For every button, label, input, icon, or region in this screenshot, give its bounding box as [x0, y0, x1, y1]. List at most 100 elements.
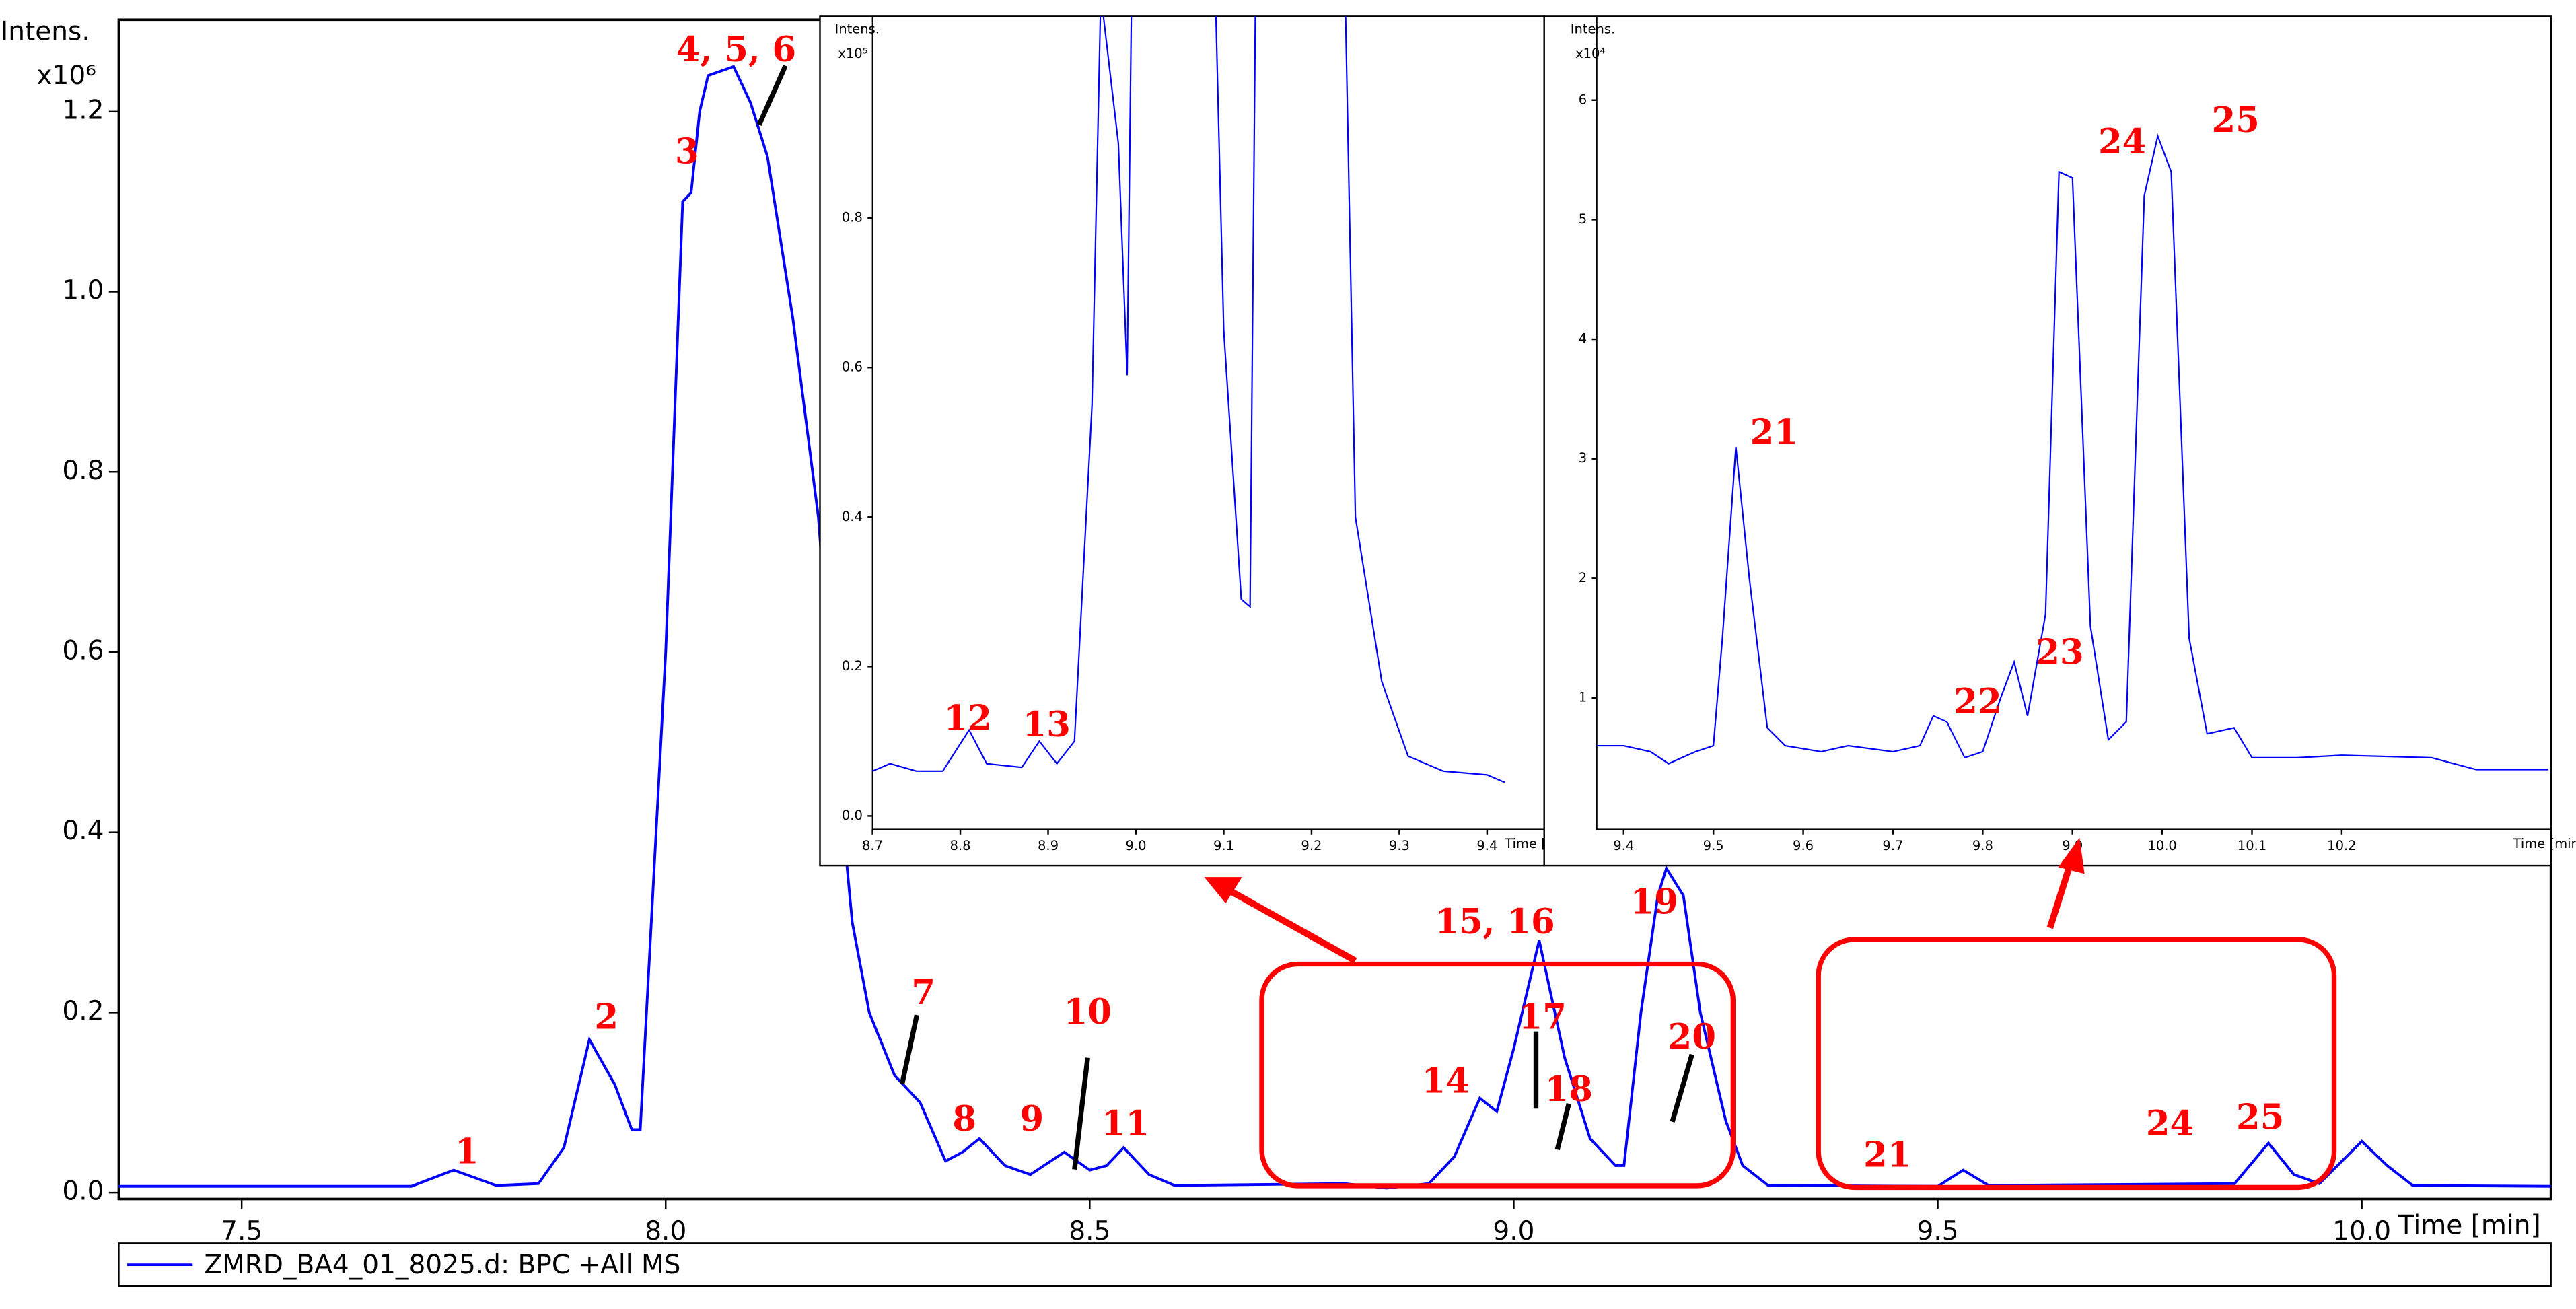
y-tick-label: 6: [1579, 92, 1587, 107]
peak-label: 21: [1750, 413, 1798, 453]
peak-label: 15, 16: [1435, 902, 1554, 942]
leader-line: [1072, 1057, 1090, 1170]
data-line: [872, 16, 1505, 783]
legend: ZMRD_BA4_01_8025.d: BPC +All MS: [118, 1242, 2552, 1287]
x-tick-label: 9.8: [1972, 838, 1993, 853]
arrow: [2046, 864, 2073, 929]
peak-label: 13: [1023, 705, 1071, 745]
peak-label: 18: [1545, 1069, 1593, 1110]
y-tick-label: 0.8: [842, 210, 863, 225]
y-tick-label: 5: [1579, 211, 1587, 227]
zoom-box: [1259, 961, 1736, 1189]
peak-label: 10: [1064, 992, 1112, 1032]
x-tick-label: 9.4: [1476, 838, 1497, 853]
y-tick-label: 1.2: [62, 95, 104, 125]
x-axis-label: Time [min]: [2513, 836, 2576, 851]
y-tick-label: 0.8: [62, 456, 104, 486]
peak-label: 8: [952, 1099, 976, 1139]
x-tick-label: 10.2: [2327, 838, 2356, 853]
peak-label: 4, 5, 6: [676, 30, 796, 70]
leader-lines: [756, 65, 1694, 1170]
peak-label: 17: [1519, 997, 1567, 1037]
y-axis-label: Intens.: [834, 21, 880, 36]
data-line: [118, 65, 2551, 1190]
x-tick-label: 9.4: [1613, 838, 1634, 853]
y-tick-label: 0.0: [62, 1176, 104, 1207]
y-tick-label: 0.0: [842, 808, 863, 823]
x-tick-label: 10.1: [2238, 838, 2266, 853]
y-axis-label: Intens.: [1, 16, 90, 46]
x-tick-label: 9.5: [1703, 838, 1724, 853]
x-tick-label: 9.1: [1213, 838, 1234, 853]
inset-plot: 0.0 0.2 0.4 0.6 0.8 8.7 8.8 8.9 9.0 9.1 9.2 9.3 9.4 I…: [819, 15, 1576, 867]
main-plot: 0.00.20.40.60.81.01.27.5 8.0 8.5 9.0 9.5 10.0…: [1, 16, 2552, 1246]
peak-label: 9: [1019, 1099, 1044, 1139]
legend-entry: ZMRD_BA4_01_8025.d: BPC +All MS: [204, 1250, 680, 1280]
x-tick-label: 9.0: [1493, 1216, 1534, 1246]
data-line: [1596, 133, 2548, 771]
y-scale-label: x10⁶: [36, 61, 96, 91]
x-tick-label: 9.2: [1301, 838, 1322, 853]
peak-label: 25: [2211, 100, 2259, 141]
peak-label: 22: [1954, 682, 2001, 722]
x-tick-label: 8.7: [862, 838, 883, 853]
legend-box: [118, 1242, 2552, 1287]
y-axis-label: Intens.: [1571, 21, 1616, 36]
y-tick-label: 3: [1579, 450, 1587, 466]
peak-label: 21: [1863, 1135, 1911, 1175]
x-tick-label: 8.5: [1069, 1216, 1110, 1246]
y-scale-label: x10⁵: [838, 46, 867, 61]
y-tick-label: 1.0: [62, 275, 104, 306]
x-tick-label: 8.9: [1038, 838, 1059, 853]
y-tick-label: 0.6: [842, 359, 863, 375]
peak-label: 1: [455, 1132, 479, 1172]
x-tick-label: 10.0: [2147, 838, 2176, 853]
peak-label: 19: [1631, 882, 1678, 923]
peak-label: 12: [943, 698, 991, 738]
peak-label: 20: [1668, 1017, 1716, 1057]
peak-label: 7: [911, 972, 935, 1013]
x-tick-label: 9.7: [1882, 838, 1903, 853]
leader-line: [1670, 1053, 1694, 1123]
peak-label: 24: [2098, 122, 2146, 162]
leader-line: [1554, 1103, 1571, 1151]
leader-line: [899, 1014, 920, 1085]
y-tick-label: 0.2: [62, 996, 104, 1026]
y-scale-label: x10⁴: [1575, 46, 1605, 61]
y-tick-label: 0.6: [62, 635, 104, 666]
y-tick-label: 0.2: [842, 658, 863, 674]
arrow-head: [2058, 837, 2085, 874]
inset-background: [819, 15, 1545, 867]
y-tick-label: 2: [1579, 570, 1587, 586]
y-tick-label: 0.4: [62, 816, 104, 846]
x-tick-label: 8.0: [645, 1216, 686, 1246]
x-tick-label: 10.0: [2332, 1216, 2391, 1246]
arrow: [1227, 887, 1357, 964]
leader-line: [756, 65, 788, 126]
zoom-box: [1816, 937, 2337, 1191]
peak-label: 23: [2036, 633, 2083, 673]
x-tick-label: 9.6: [1793, 838, 1814, 853]
x-axis-label: Time [min]: [2398, 1210, 2541, 1240]
y-tick-label: 0.4: [842, 509, 863, 524]
callouts: [756, 65, 2337, 1191]
peak-label: 14: [1422, 1061, 1470, 1102]
y-tick-label: 4: [1579, 331, 1587, 347]
peak-label: 2: [594, 997, 618, 1037]
inset-background: [1543, 15, 2552, 867]
y-tick-label: 1: [1579, 689, 1587, 705]
x-tick-label: 9.0: [1125, 838, 1146, 853]
peak-label: 3: [675, 131, 699, 172]
x-tick-label: 9.5: [1917, 1216, 1959, 1246]
x-tick-label: 8.8: [950, 838, 971, 853]
x-tick-label: 7.5: [221, 1216, 262, 1246]
peak-label: 25: [2236, 1097, 2284, 1137]
peak-label: 11: [1102, 1104, 1149, 1144]
x-tick-label: 9.3: [1389, 838, 1410, 853]
arrow-head: [1204, 877, 1242, 904]
peak-label: 24: [2146, 1104, 2194, 1144]
plot-frame: [1596, 15, 2552, 830]
